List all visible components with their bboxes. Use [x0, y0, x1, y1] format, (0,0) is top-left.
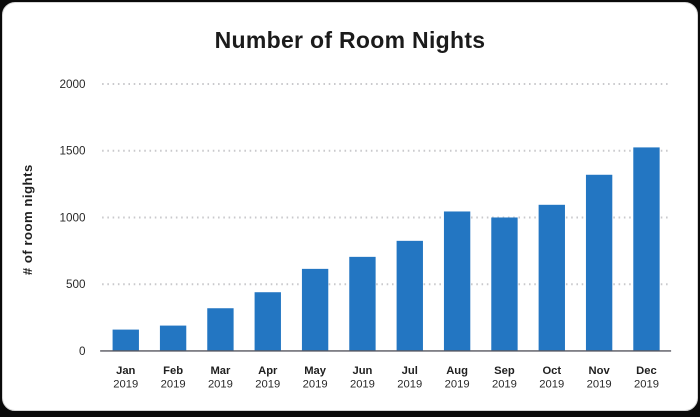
x-tick-month-dec: Dec: [636, 365, 657, 377]
x-tick-month-feb: Feb: [163, 365, 183, 377]
x-tick-month-apr: Apr: [258, 365, 278, 377]
x-tick-month-jan: Jan: [116, 365, 135, 377]
bar-feb-2019: [159, 325, 187, 351]
x-tick-year-feb: 2019: [161, 379, 186, 391]
y-tick-label-2000: 2000: [59, 78, 86, 91]
bar-sep-2019: [491, 217, 518, 351]
x-tick-year-sep: 2019: [492, 379, 517, 391]
bar-dec-2019: [633, 147, 660, 351]
y-tick-label-1500: 1500: [59, 145, 86, 158]
chart-card: Number of Room Nights 0 500 1000 1500 2000 Ja…: [2, 2, 698, 411]
bar-may-2019: [301, 268, 329, 351]
x-tick-month-jul: Jul: [402, 365, 418, 377]
x-tick-month-sep: Sep: [494, 365, 515, 377]
y-axis-title: # of room nights: [20, 164, 35, 275]
x-tick-month-may: May: [304, 365, 327, 377]
x-tick-year-may: 2019: [303, 379, 328, 391]
y-tick-label-1000: 1000: [59, 211, 86, 224]
x-tick-month-jun: Jun: [352, 365, 372, 377]
y-tick-label-0: 0: [79, 345, 86, 358]
x-tick-year-jan: 2019: [113, 379, 138, 391]
x-tick-year-oct: 2019: [539, 379, 564, 391]
bar-apr-2019: [254, 292, 281, 351]
bar-jun-2019: [349, 256, 376, 351]
x-tick-year-dec: 2019: [634, 379, 659, 391]
bar-jan-2019: [112, 329, 139, 351]
x-tick-month-oct: Oct: [542, 365, 561, 377]
x-tick-year-aug: 2019: [445, 379, 470, 391]
bar-jul-2019: [396, 240, 423, 351]
bar-oct-2019: [538, 204, 565, 351]
x-tick-year-jul: 2019: [397, 379, 422, 391]
bar-aug-2019: [443, 211, 471, 351]
x-tick-month-nov: Nov: [589, 365, 611, 377]
chart-title: Number of Room Nights: [214, 27, 486, 53]
x-tick-year-mar: 2019: [208, 379, 233, 391]
bar-nov-2019: [585, 174, 613, 351]
x-tick-month-aug: Aug: [446, 365, 468, 377]
x-tick-year-jun: 2019: [350, 379, 375, 391]
room-nights-bar-chart: 0 500 1000 1500 2000 Jan 2019 Feb 2019 Mar 2019 Apr…: [20, 78, 672, 391]
y-tick-label-500: 500: [66, 278, 86, 291]
x-tick-month-mar: Mar: [210, 365, 231, 377]
x-tick-year-nov: 2019: [587, 379, 612, 391]
bar-mar-2019: [207, 308, 234, 351]
x-tick-year-apr: 2019: [255, 379, 280, 391]
